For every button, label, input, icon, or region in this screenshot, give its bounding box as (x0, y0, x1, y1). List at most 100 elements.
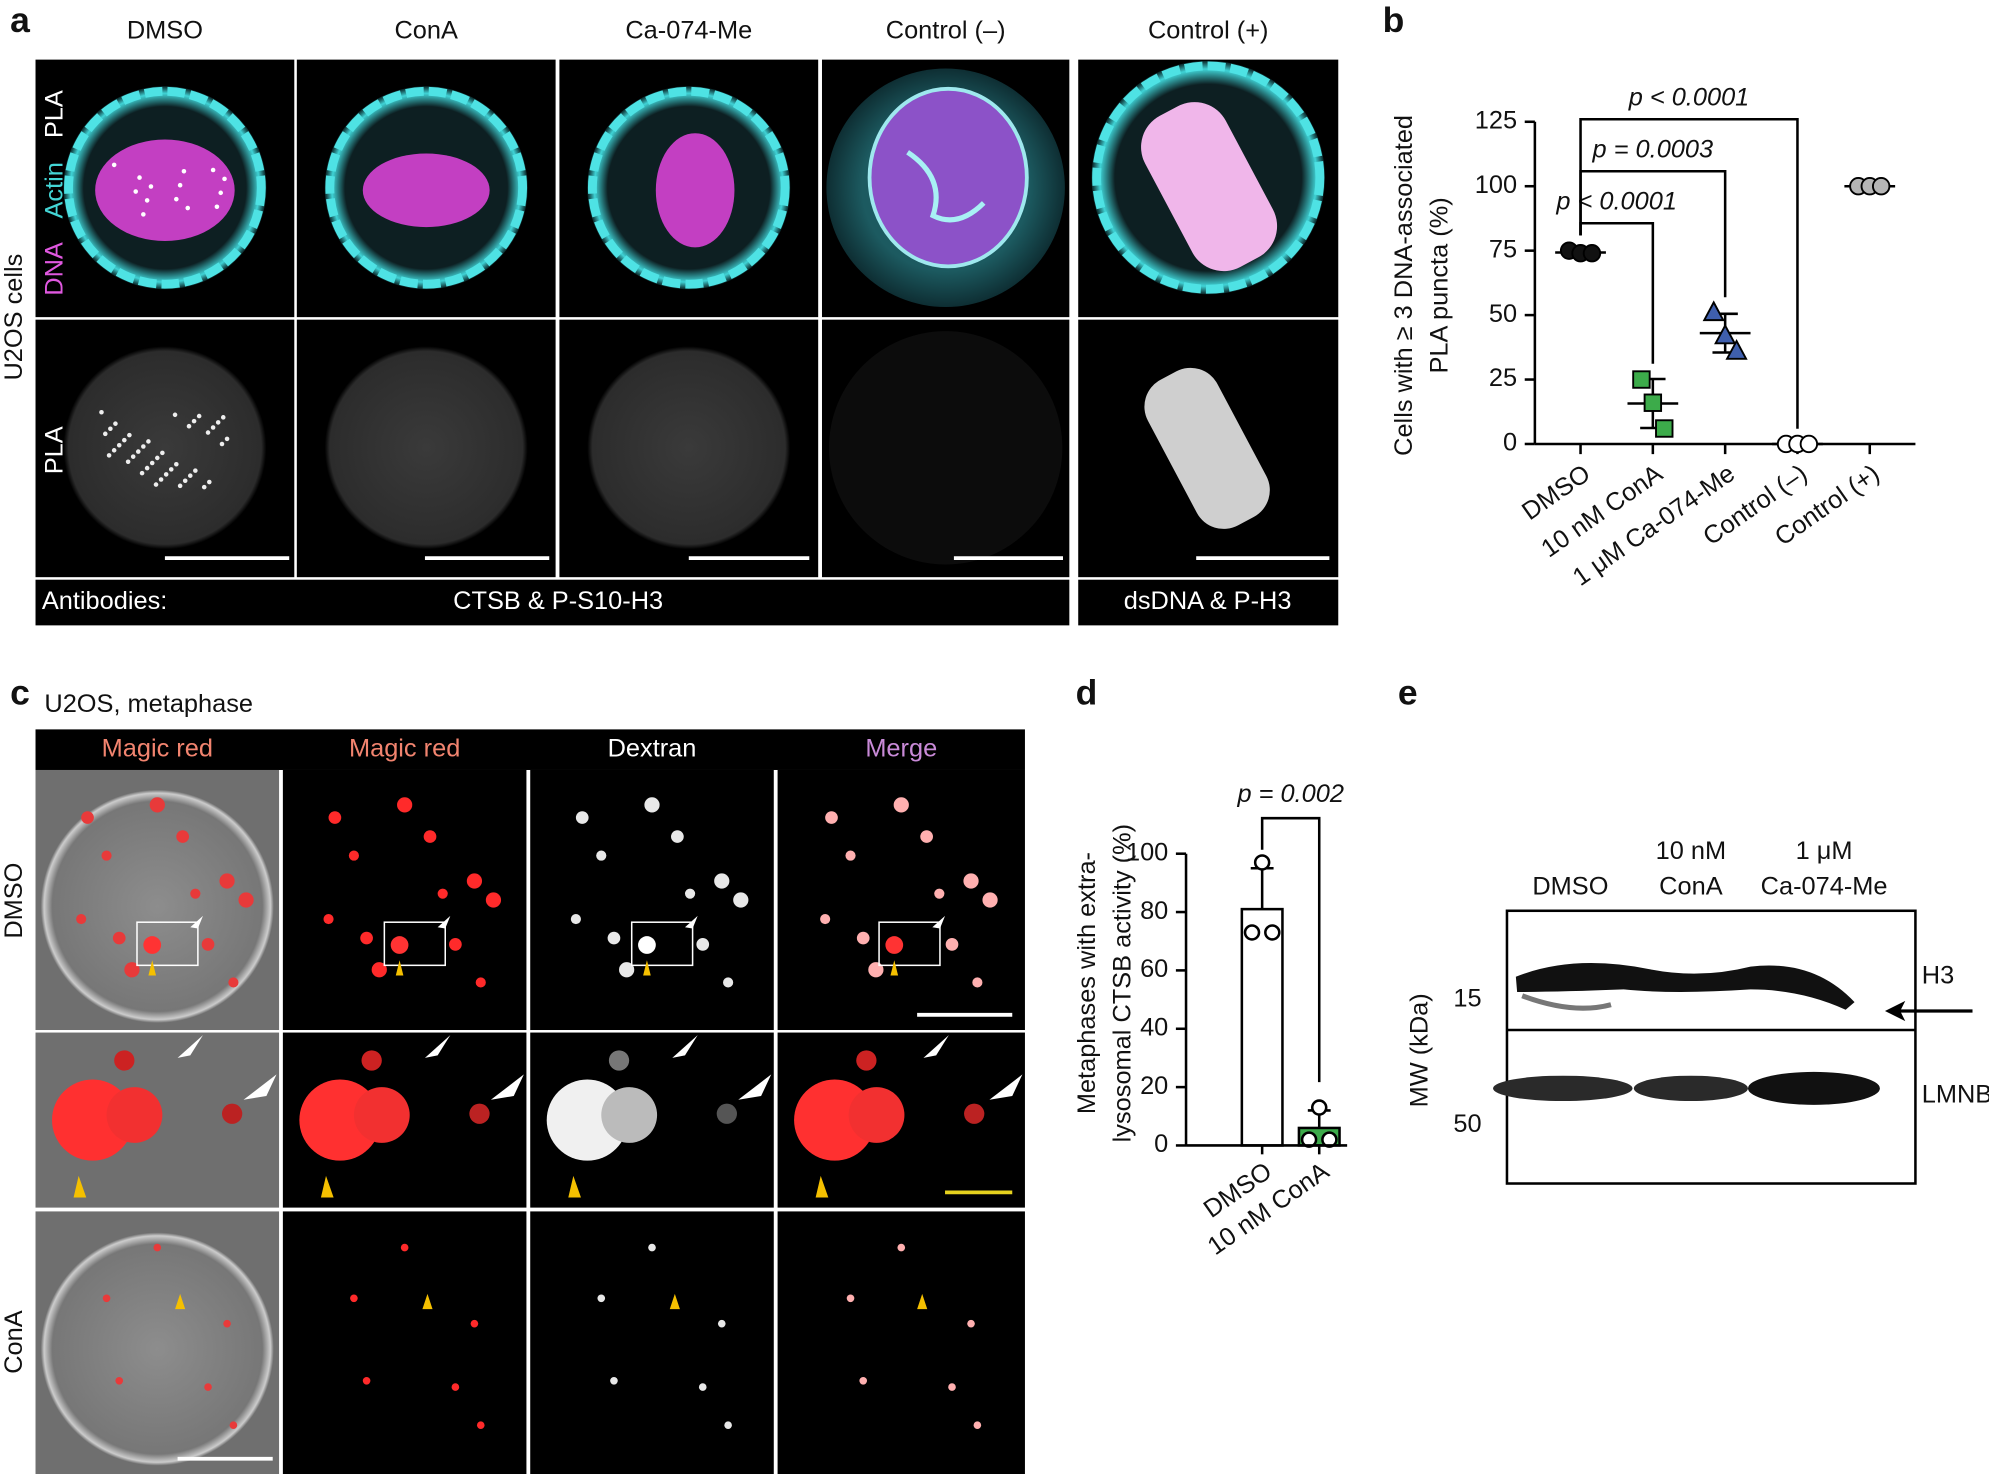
puncta (214, 204, 220, 210)
puncta (177, 483, 183, 489)
band-label: H3 (1922, 961, 1954, 989)
lysosome (221, 1103, 243, 1124)
p-value: p < 0.0001 (1555, 188, 1677, 216)
bar (1240, 907, 1284, 1147)
y-axis-label: Cells with ≥ 3 DNA-associated (1390, 115, 1418, 456)
panel-label: e (1398, 673, 1418, 713)
puncta (181, 168, 187, 174)
puncta (116, 442, 122, 448)
lysosome (176, 830, 190, 843)
lysosome (390, 936, 409, 954)
lysosome (190, 888, 201, 899)
panel-label: b (1383, 0, 1405, 40)
lysosome (76, 913, 87, 925)
nucleus (655, 133, 735, 248)
arrowhead (932, 915, 946, 929)
lysosome (920, 830, 933, 843)
puncta (163, 472, 169, 477)
point (1725, 339, 1748, 360)
lysosome (362, 1376, 371, 1385)
puncta (177, 182, 183, 188)
lysosome (575, 811, 589, 824)
subtitle: U2OS, metaphase (44, 690, 253, 718)
row-label: DMSO (0, 863, 28, 939)
lysosome (361, 1050, 382, 1071)
point (1643, 393, 1663, 412)
channel-label: PLA (41, 426, 69, 474)
lysosome (400, 1243, 409, 1252)
lysosome (328, 811, 342, 824)
lysosome (451, 1383, 460, 1391)
y-tick-label: 100 (1126, 838, 1168, 866)
arrowhead (669, 1293, 680, 1310)
puncta (185, 205, 191, 211)
y-tick-label: 25 (1489, 364, 1517, 392)
y-tick-label: 50 (1489, 300, 1517, 328)
band (1633, 1075, 1748, 1102)
point (1264, 924, 1281, 941)
lysosome (201, 938, 215, 951)
antibodies: dsDNA & P-H3 (1124, 587, 1292, 615)
lysosome (423, 830, 437, 843)
lysosome (856, 1050, 877, 1071)
arrowhead (437, 915, 451, 929)
lysosome (153, 1243, 162, 1252)
puncta (201, 484, 207, 490)
lysosome (102, 1294, 111, 1303)
p-value: p < 0.0001 (1628, 84, 1750, 112)
panel-label: d (1076, 673, 1098, 713)
cell (40, 1232, 274, 1466)
lysosome (648, 1243, 656, 1252)
lysosome (716, 1103, 737, 1124)
lysosome (696, 938, 710, 951)
actin (587, 86, 790, 289)
lysosome (644, 797, 660, 813)
puncta (125, 459, 131, 465)
lysosome (868, 962, 884, 978)
puncta (182, 478, 188, 484)
lysosome (964, 1103, 985, 1124)
point (1253, 854, 1271, 871)
puncta (186, 423, 192, 429)
puncta (137, 175, 142, 180)
panel-label: c (10, 673, 30, 713)
lysosome (684, 888, 696, 899)
lysosome (723, 977, 734, 988)
mw-label: 15 (1453, 984, 1481, 1012)
lysosome (733, 892, 749, 908)
lysosome (619, 962, 635, 978)
lysosome (934, 888, 945, 899)
column-header: Control (+) (1148, 16, 1269, 44)
column-header: Magic red (102, 734, 213, 762)
y-axis-label: lysosomal CTSB activity (%) (1109, 824, 1137, 1142)
arrowhead (684, 915, 698, 929)
puncta (196, 413, 202, 419)
cell (40, 789, 274, 1024)
lysosome (885, 936, 904, 954)
inset-box (136, 921, 199, 967)
lysosome (397, 797, 413, 813)
lysosome (101, 850, 112, 861)
column-header: DMSO (127, 16, 203, 44)
puncta (149, 460, 155, 466)
lysosome (948, 1383, 956, 1391)
lysosome (476, 1421, 485, 1429)
cell (63, 346, 267, 550)
puncta (153, 482, 159, 487)
channel-label: DNA (41, 242, 69, 296)
blot (1505, 909, 1917, 1185)
lysosome (967, 1319, 975, 1328)
puncta (135, 449, 141, 454)
puncta (99, 409, 104, 415)
point (1799, 434, 1819, 454)
point (1582, 244, 1602, 263)
lysosome (638, 936, 656, 954)
puncta (146, 439, 151, 444)
lysosome (825, 811, 838, 824)
puncta (187, 473, 193, 478)
point (1871, 177, 1891, 196)
puncta (106, 453, 112, 458)
lysosome (149, 797, 165, 813)
band (1515, 963, 1855, 1010)
